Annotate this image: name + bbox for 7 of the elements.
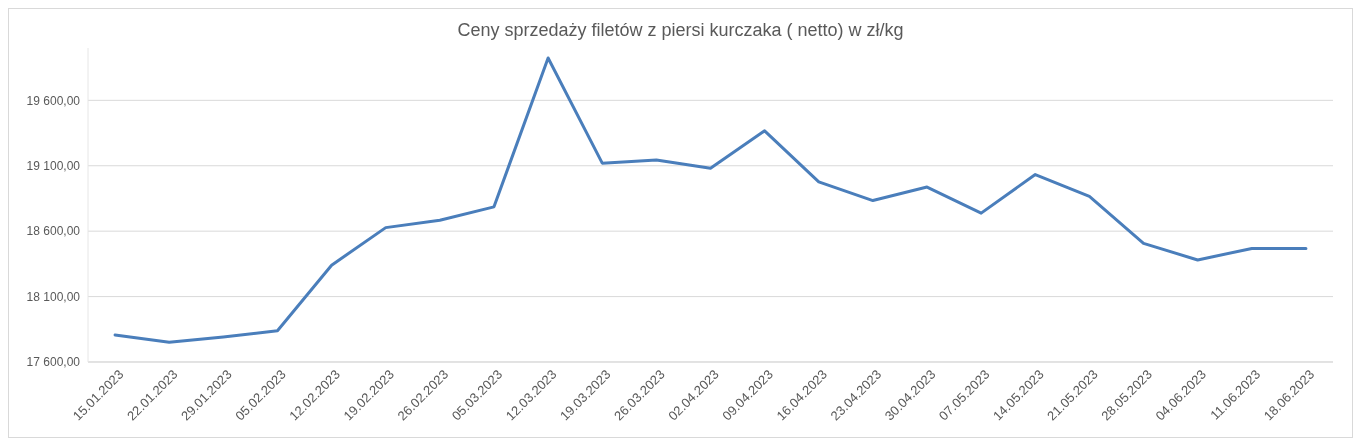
y-tick-label: 19 600,00	[26, 93, 81, 108]
y-tick-label: 18 100,00	[26, 289, 81, 304]
chart-title: Ceny sprzedaży filetów z piersi kurczaka ( netto) w zł/kg	[457, 20, 904, 40]
y-tick-label: 18 600,00	[26, 224, 81, 239]
y-tick-label: 17 600,00	[26, 355, 81, 370]
line-series	[113, 56, 1308, 344]
y-tick-label: 19 100,00	[26, 158, 81, 173]
